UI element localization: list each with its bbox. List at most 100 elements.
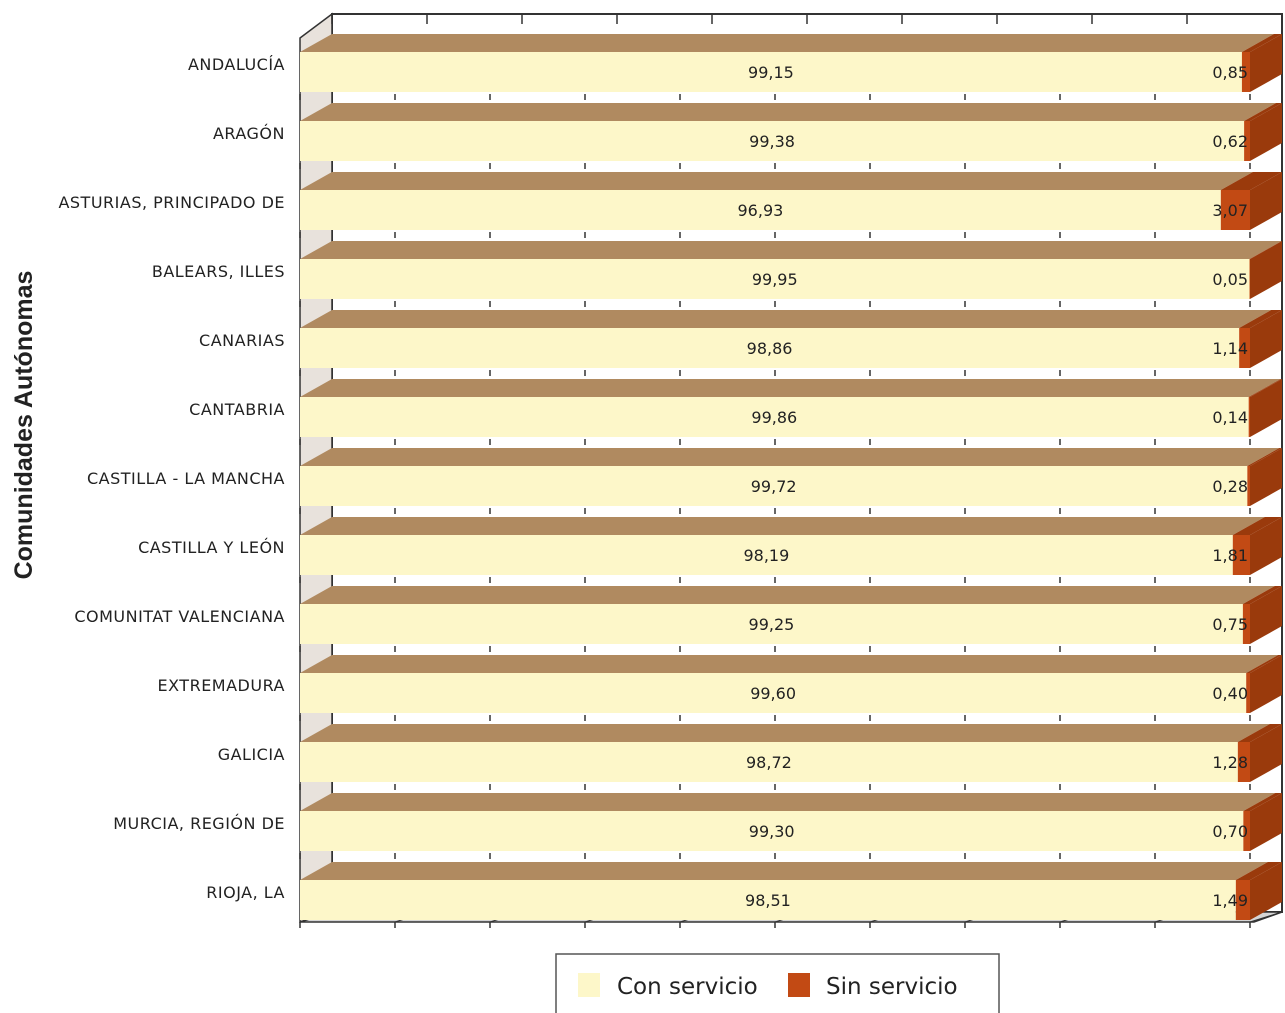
bar-con-servicio (300, 673, 1247, 713)
bar-top-con-servicio (300, 310, 1272, 328)
bar-sin-servicio (1246, 673, 1250, 713)
bar-top-con-servicio (300, 655, 1279, 673)
bar-top-con-servicio (300, 241, 1282, 259)
data-label-sin-servicio: 1,81 (1212, 546, 1248, 565)
data-label-sin-servicio: 3,07 (1212, 201, 1248, 220)
bar-top-sin-servicio (1248, 379, 1282, 397)
bar-top-sin-servicio (1232, 517, 1282, 535)
bar-top-sin-servicio (1235, 862, 1282, 880)
bar-top-con-servicio (300, 34, 1274, 52)
category-label: BALEARS, ILLES (152, 262, 285, 281)
data-label-con-servicio: 98,19 (743, 546, 789, 565)
category-label: ARAGÓN (213, 124, 285, 143)
bar-side (1250, 586, 1282, 644)
legend-swatch-con-servicio (578, 973, 600, 997)
category-label: MURCIA, REGIÓN DE (113, 814, 285, 833)
data-label-sin-servicio: 0,28 (1212, 477, 1248, 496)
bar-sin-servicio (1220, 190, 1250, 230)
category-label: CASTILLA Y LEÓN (138, 538, 285, 557)
bar-sin-servicio (1248, 397, 1250, 437)
legend-box (555, 953, 1000, 1013)
bar-con-servicio (300, 811, 1244, 851)
legend: Con servicio Sin servicio (555, 953, 1000, 1013)
data-label-sin-servicio: 1,49 (1212, 891, 1248, 910)
category-label: CANARIAS (199, 331, 285, 350)
data-label-con-servicio: 99,25 (749, 615, 795, 634)
data-label-sin-servicio: 0,70 (1212, 822, 1248, 841)
bar-top-sin-servicio (1242, 586, 1282, 604)
category-label: CANTABRIA (189, 400, 285, 419)
data-label-con-servicio: 99,95 (752, 270, 798, 289)
data-label-con-servicio: 99,86 (751, 408, 797, 427)
bar-sin-servicio (1239, 328, 1250, 368)
bar-con-servicio (300, 880, 1236, 920)
legend-swatch-sin-servicio (788, 973, 810, 997)
data-label-sin-servicio: 0,40 (1212, 684, 1248, 703)
category-label: COMUNITAT VALENCIANA (74, 607, 285, 626)
category-label: RIOJA, LA (206, 883, 285, 902)
bar-top-sin-servicio (1247, 448, 1282, 466)
bar-side (1250, 655, 1282, 713)
bar-top-con-servicio (300, 586, 1275, 604)
bar-sin-servicio (1242, 604, 1250, 644)
bar-con-servicio (300, 190, 1221, 230)
bar-top-sin-servicio (1237, 724, 1282, 742)
bar-side (1250, 862, 1282, 920)
bar-top-con-servicio (300, 724, 1270, 742)
bar-sin-servicio (1247, 466, 1250, 506)
bar-con-servicio (300, 604, 1243, 644)
data-label-con-servicio: 99,60 (750, 684, 796, 703)
bar-con-servicio (300, 535, 1233, 575)
bar-side (1250, 793, 1282, 851)
category-labels: ANDALUCÍA ARAGÓN ASTURIAS, PRINCIPADO DE BA… (58, 55, 285, 902)
bar-top-con-servicio (300, 448, 1280, 466)
data-label-sin-servicio: 1,28 (1212, 753, 1248, 772)
bar-top-con-servicio (300, 172, 1253, 190)
category-label: GALICIA (218, 745, 285, 764)
data-label-sin-servicio: 1,14 (1212, 339, 1248, 358)
category-label: EXTREMADURA (158, 676, 285, 695)
bar-sin-servicio (1232, 535, 1250, 575)
bar-side (1250, 241, 1282, 299)
floor-line (1249, 911, 1283, 923)
bar-side (1250, 379, 1282, 437)
bar-con-servicio (300, 742, 1238, 782)
bar-con-servicio (300, 52, 1242, 92)
bar-top-sin-servicio (1244, 103, 1282, 121)
bar-side (1250, 34, 1282, 92)
bar-side (1250, 448, 1282, 506)
bar-sin-servicio (1244, 121, 1250, 161)
bar-sin-servicio (1241, 52, 1250, 92)
data-label-con-servicio: 98,51 (745, 891, 791, 910)
bar-top-con-servicio (300, 103, 1277, 121)
data-label-con-servicio: 99,72 (751, 477, 797, 496)
bar-top-con-servicio (300, 517, 1265, 535)
bar-con-servicio (300, 259, 1250, 299)
bar-sin-servicio (1237, 742, 1250, 782)
bar-top-sin-servicio (1246, 655, 1282, 673)
bar-top-sin-servicio (1241, 34, 1282, 52)
category-label: CASTILLA - LA MANCHA (87, 469, 285, 488)
legend-label-con-servicio: Con servicio (617, 974, 758, 1000)
data-label-sin-servicio: 0,14 (1212, 408, 1248, 427)
bar-top-sin-servicio (1220, 172, 1282, 190)
data-label-sin-servicio: 0,85 (1212, 63, 1248, 82)
category-label: ASTURIAS, PRINCIPADO DE (58, 193, 285, 212)
data-label-con-servicio: 98,86 (747, 339, 793, 358)
data-label-con-servicio: 96,93 (738, 201, 784, 220)
axis-ticks (299, 14, 1283, 928)
bar-con-servicio (300, 397, 1249, 437)
bar-side (1250, 517, 1282, 575)
category-label: ANDALUCÍA (188, 55, 285, 74)
data-label-con-servicio: 98,72 (746, 753, 792, 772)
bar-top-con-servicio (300, 862, 1268, 880)
bar-side (1250, 103, 1282, 161)
data-label-con-servicio: 99,38 (749, 132, 795, 151)
bar-side (1250, 310, 1282, 368)
data-label-sin-servicio: 0,62 (1212, 132, 1248, 151)
bar-con-servicio (300, 328, 1240, 368)
data-label-sin-servicio: 0,75 (1212, 615, 1248, 634)
bar-top-con-servicio (300, 379, 1281, 397)
bar-con-servicio (300, 121, 1245, 161)
